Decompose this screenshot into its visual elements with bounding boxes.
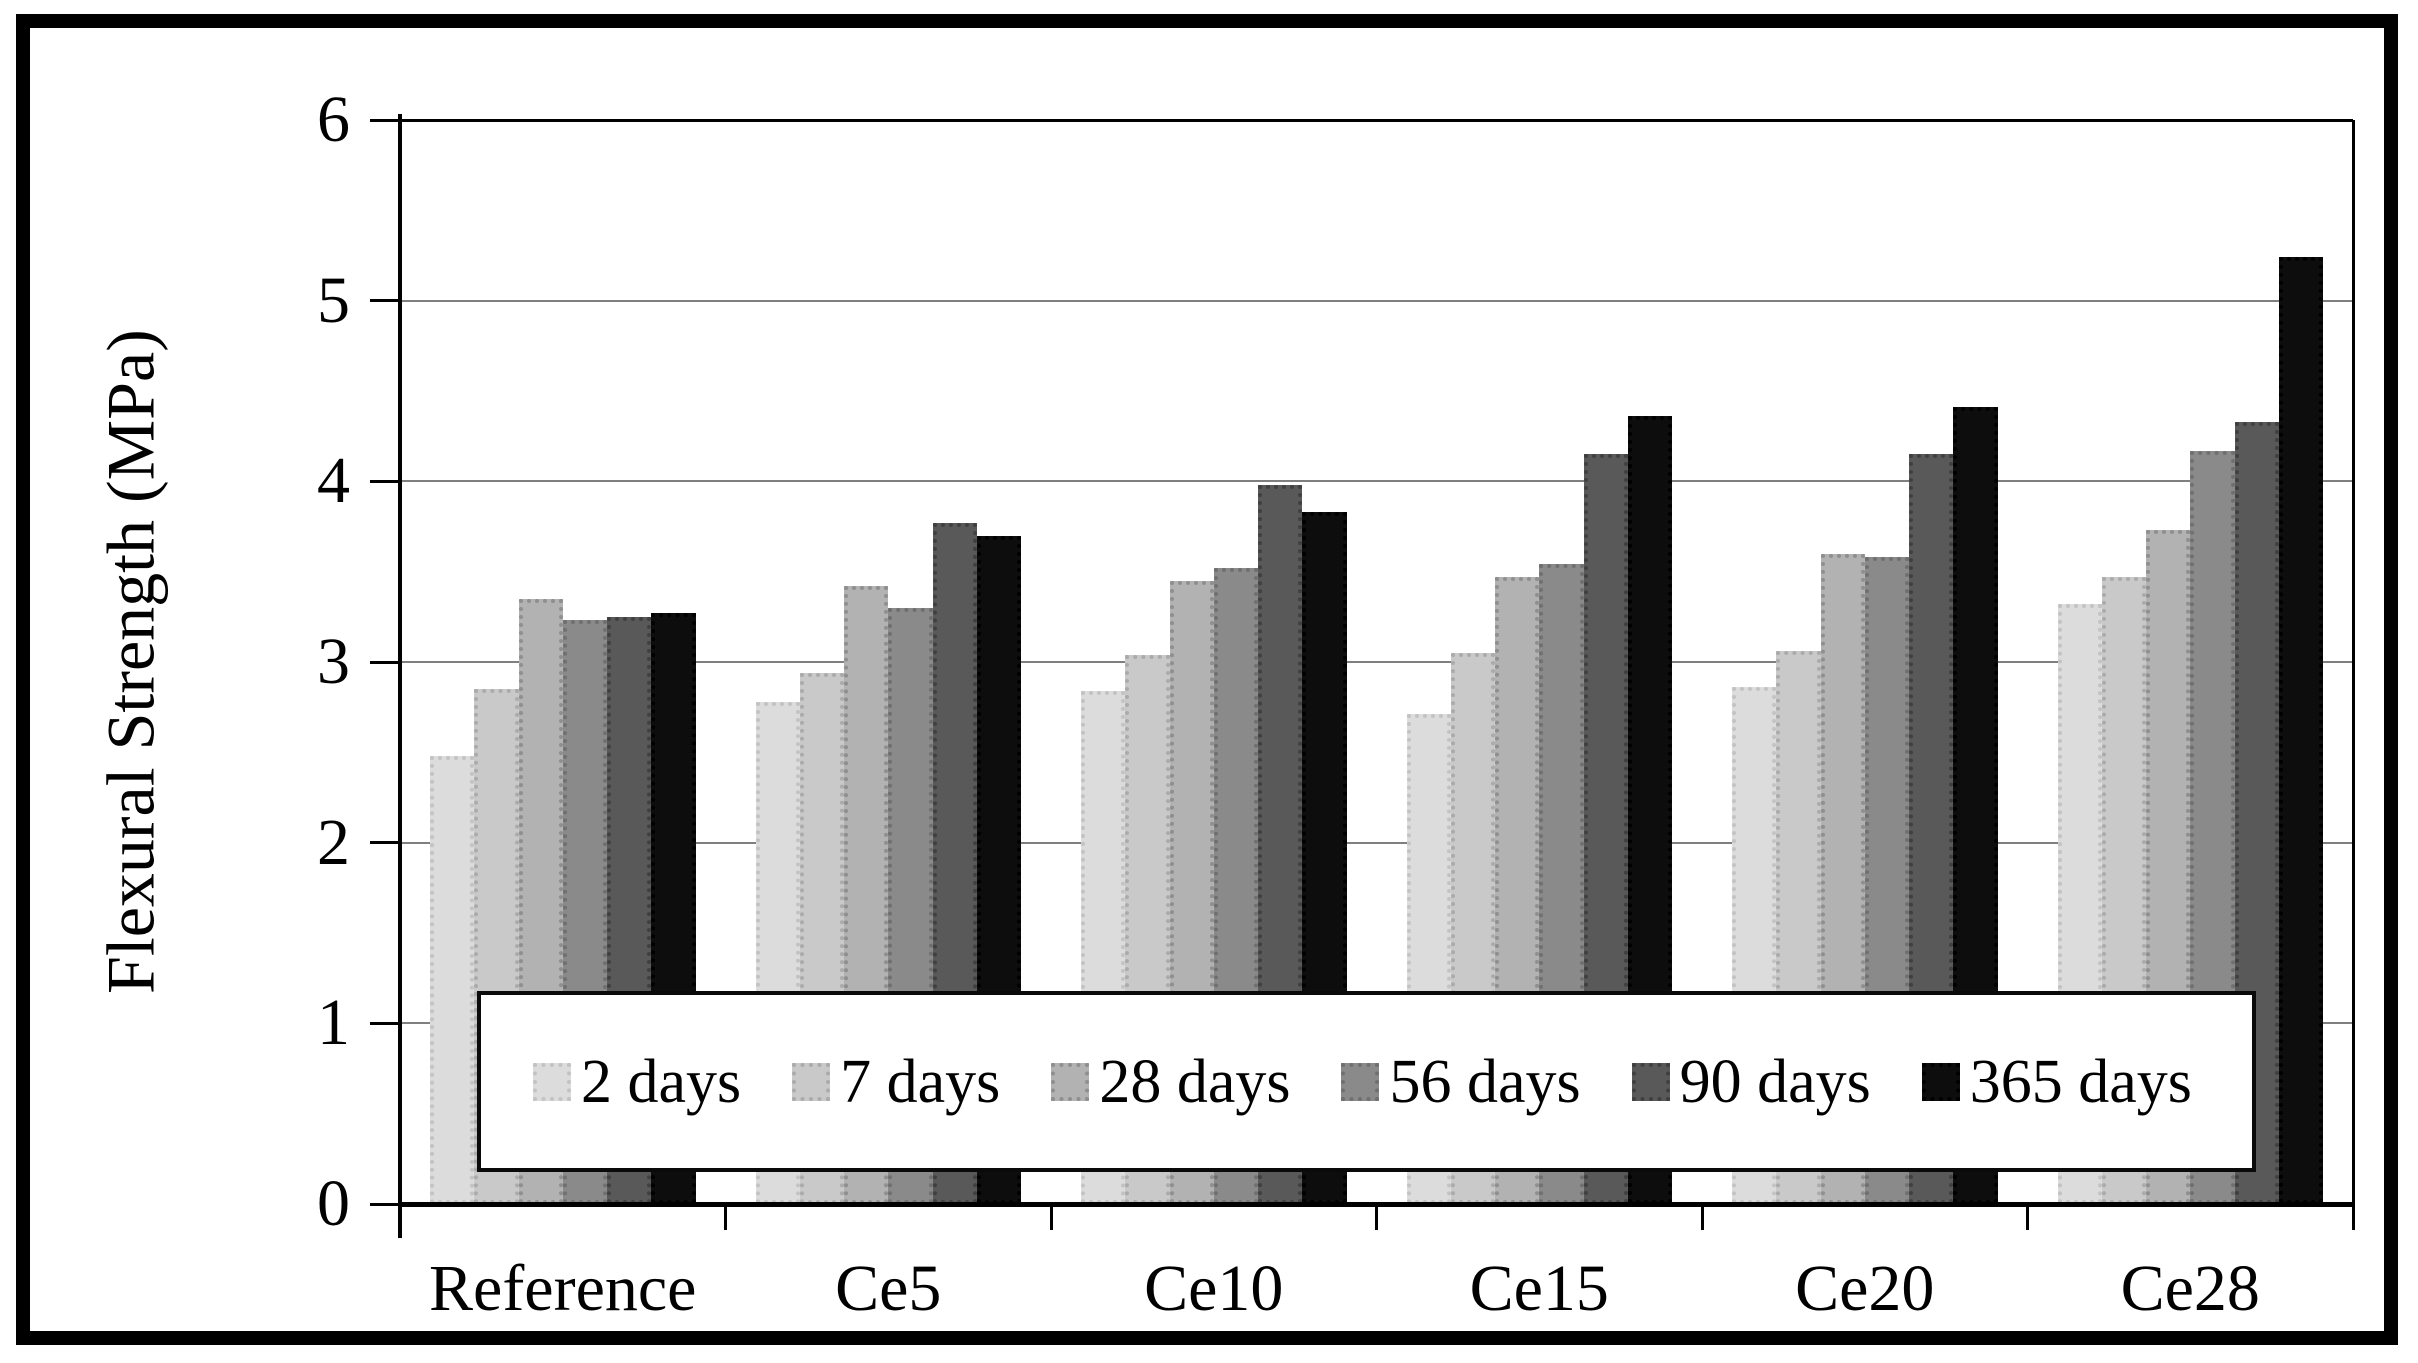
- y-tick-label-2: 2: [317, 805, 350, 879]
- y-tick-1: [370, 1021, 398, 1025]
- legend-label: 28 days: [1099, 1047, 1291, 1116]
- x-tick-4: [1700, 1204, 1704, 1230]
- legend-swatch-icon: [1051, 1062, 1090, 1101]
- y-axis-line: [398, 114, 402, 1238]
- y-tick-label-3: 3: [317, 625, 350, 698]
- x-tick-2: [1049, 1204, 1053, 1230]
- x-category-label-Reference: Reference: [429, 1252, 697, 1325]
- legend-swatch-icon: [533, 1062, 571, 1101]
- legend-swatch-icon: [792, 1062, 831, 1101]
- y-tick-label-5: 5: [317, 263, 350, 337]
- plot-border-top: [400, 119, 2353, 122]
- y-tick-label-1: 1: [317, 986, 350, 1060]
- bar-Ce28-365-days: [2278, 257, 2323, 1204]
- legend-item-365-days: 365 days: [1921, 1047, 2192, 1116]
- gridline-5: [400, 299, 2353, 302]
- legend-swatch-icon: [1631, 1062, 1670, 1101]
- y-tick-label-0: 0: [317, 1167, 350, 1240]
- y-tick-3: [370, 660, 398, 664]
- outer-frame: Flexural Strength (MPa) 0 1 2 3 4 5 6 Reference…: [16, 14, 2398, 1345]
- x-category-label-Ce20: Ce20: [1795, 1252, 1935, 1325]
- legend-item-56-days: 56 days: [1341, 1047, 1581, 1116]
- gridline-2: [400, 841, 2353, 844]
- legend-item-28-days: 28 days: [1051, 1051, 1290, 1113]
- y-tick-2: [370, 841, 398, 845]
- bar-chart: Flexural Strength (MPa) 0 1 2 3 4 5 6 Reference…: [30, 28, 2384, 1331]
- x-category-label-Ce10: Ce10: [1144, 1252, 1284, 1325]
- x-tick-6: [2351, 1204, 2355, 1230]
- y-tick-6: [370, 118, 398, 122]
- x-category-label-Ce15: Ce15: [1469, 1252, 1609, 1325]
- plot-border-right: [2352, 120, 2355, 1204]
- y-axis-title: Flexural Strength (MPa): [92, 329, 169, 995]
- legend-label: 90 days: [1679, 1047, 1871, 1116]
- gridline-3: [400, 661, 2353, 663]
- bar-Reference-2-days: [430, 755, 475, 1204]
- y-tick-label-4: 4: [317, 444, 350, 518]
- gridline-4: [400, 480, 2353, 483]
- x-category-label-Ce28: Ce28: [2120, 1252, 2260, 1325]
- y-tick-0: [370, 1202, 398, 1206]
- legend-item-2-days: 2 days: [533, 1051, 741, 1113]
- legend-label: 56 days: [1389, 1047, 1581, 1116]
- y-tick-5: [370, 299, 398, 303]
- legend-label: 7 days: [840, 1047, 1001, 1116]
- x-tick-0: [398, 1204, 402, 1230]
- y-tick-4: [370, 479, 398, 483]
- legend: 2 days 7 days 28 days 56 days 90 days 365 day…: [477, 991, 2256, 1172]
- legend-label: 365 days: [1969, 1047, 2192, 1116]
- legend-label: 2 days: [581, 1047, 742, 1116]
- legend-item-90-days: 90 days: [1631, 1047, 1871, 1116]
- x-tick-5: [2026, 1204, 2029, 1230]
- legend-swatch-icon: [1341, 1062, 1380, 1101]
- x-tick-1: [724, 1204, 727, 1230]
- legend-swatch-icon: [1921, 1062, 1960, 1101]
- legend-item-7-days: 7 days: [792, 1051, 1000, 1113]
- y-tick-label-6: 6: [317, 83, 350, 156]
- x-tick-3: [1375, 1204, 1378, 1230]
- x-category-label-Ce5: Ce5: [835, 1252, 942, 1325]
